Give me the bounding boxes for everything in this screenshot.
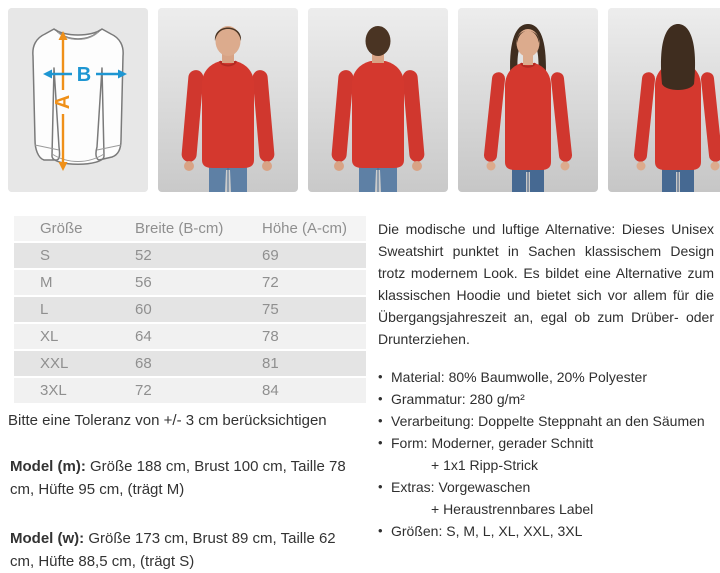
diagram-label-b: B [77, 64, 91, 86]
model-w-label: Model (w): [10, 530, 85, 547]
male-model-back-photo [308, 8, 448, 192]
model-m-measurements: Model (m): Größe 188 cm, Brust 100 cm, T… [10, 455, 360, 501]
product-spec-list: Material: 80% Baumwolle, 20% Polyester G… [378, 366, 716, 542]
product-details-panel: Die modische und luftige Alternative: Di… [378, 192, 720, 542]
hoehe-cell: 72 [262, 274, 279, 291]
size-table-header-row: Größe Breite (B-cm) Höhe (A-cm) [14, 216, 366, 241]
diagram-label-a: A [52, 95, 74, 109]
hoehe-cell: 84 [262, 382, 279, 399]
thumbnail-male-model-front[interactable] [158, 8, 298, 192]
tolerance-note: Bitte eine Toleranz von +/- 3 cm berücks… [8, 412, 327, 429]
list-item: Material: 80% Baumwolle, 20% Polyester [378, 366, 716, 388]
model-m-label: Model (m): [10, 458, 86, 475]
table-row: XL 64 78 [14, 324, 366, 349]
size-table-header-groesse: Größe [40, 220, 83, 237]
breite-cell: 60 [135, 301, 152, 318]
size-cell: M [40, 274, 53, 291]
breite-cell: 68 [135, 355, 152, 372]
thumbnail-size-diagram[interactable]: A B [8, 8, 148, 192]
table-row: M 56 72 [14, 270, 366, 295]
size-measurement-diagram-icon: A B [8, 8, 148, 192]
hoehe-cell: 81 [262, 355, 279, 372]
thumbnail-female-model-front[interactable] [458, 8, 598, 192]
hoehe-cell: 75 [262, 301, 279, 318]
width-arrow-icon: B [43, 64, 127, 86]
table-row: 3XL 72 84 [14, 378, 366, 403]
list-item: Größen: S, M, L, XL, XXL, 3XL [378, 520, 716, 542]
product-image-gallery: A B [0, 0, 720, 192]
list-item: Extras: Vorgewaschen [378, 476, 716, 498]
list-item: Form: Moderner, gerader Schnitt [378, 432, 716, 454]
breite-cell: 52 [135, 247, 152, 264]
thumbnail-female-model-back[interactable] [608, 8, 720, 192]
size-cell: 3XL [40, 382, 67, 399]
model-m-text: Größe 188 cm, Brust 100 cm, Taille 78 cm… [10, 458, 346, 498]
size-cell: XL [40, 328, 59, 345]
list-item: Grammatur: 280 g/m² [378, 388, 716, 410]
list-item: Verarbeitung: Doppelte Steppnaht an den … [378, 410, 716, 432]
table-row: XXL 68 81 [14, 351, 366, 376]
breite-cell: 56 [135, 274, 152, 291]
size-table-header-hoehe: Höhe (A-cm) [262, 220, 348, 237]
size-table-header-breite: Breite (B-cm) [135, 220, 224, 237]
model-w-text: Größe 173 cm, Brust 89 cm, Taille 62 cm,… [10, 530, 336, 570]
size-cell: S [40, 247, 51, 264]
hoehe-cell: 69 [262, 247, 279, 264]
table-row: S 52 69 [14, 243, 366, 268]
female-model-back-photo [608, 8, 720, 192]
table-row: L 60 75 [14, 297, 366, 322]
height-arrow-icon: A [52, 31, 74, 171]
size-cell: L [40, 301, 49, 318]
size-info-panel: Größe Breite (B-cm) Höhe (A-cm) S 52 69 … [0, 192, 378, 573]
thumbnail-male-model-back[interactable] [308, 8, 448, 192]
product-info-section: Größe Breite (B-cm) Höhe (A-cm) S 52 69 … [0, 192, 720, 573]
female-model-front-photo [458, 8, 598, 192]
size-cell: XXL [40, 355, 69, 372]
breite-cell: 72 [135, 382, 152, 399]
size-table: Größe Breite (B-cm) Höhe (A-cm) S 52 69 … [14, 216, 366, 403]
breite-cell: 64 [135, 328, 152, 345]
list-subitem: + Heraustrennbares Label [431, 501, 594, 517]
list-subitem: + 1x1 Ripp-Strick [431, 457, 538, 473]
product-description: Die modische und luftige Alternative: Di… [378, 221, 714, 347]
male-model-front-photo [158, 8, 298, 192]
model-w-measurements: Model (w): Größe 173 cm, Brust 89 cm, Ta… [10, 527, 360, 573]
hoehe-cell: 78 [262, 328, 279, 345]
